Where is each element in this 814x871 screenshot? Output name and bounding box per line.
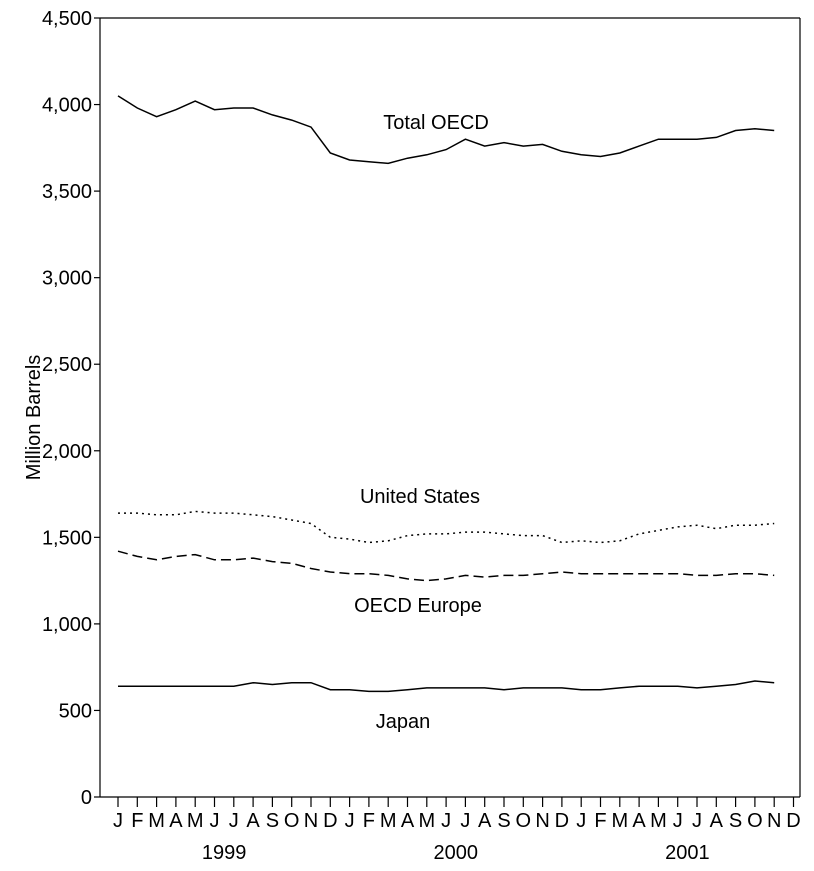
- month-tick-label: J: [229, 810, 239, 832]
- month-tick-label: J: [673, 810, 683, 832]
- month-tick-label: M: [148, 810, 165, 832]
- month-tick-label: J: [460, 810, 470, 832]
- y-tick-label: 2,000: [42, 441, 92, 463]
- month-tick-label: A: [478, 810, 492, 832]
- month-tick-label: O: [747, 810, 763, 832]
- month-tick-label: N: [304, 810, 318, 832]
- month-tick-label: D: [323, 810, 337, 832]
- series-line-japan: [118, 680, 775, 693]
- month-tick-label: F: [363, 810, 375, 832]
- series-line-oecd-europe: [117, 550, 775, 582]
- month-tick-label: M: [418, 810, 435, 832]
- month-tick-label: F: [594, 810, 606, 832]
- month-tick-label: S: [729, 810, 742, 832]
- month-tick-label: J: [113, 810, 123, 832]
- year-label: 2000: [434, 842, 479, 864]
- month-tick-label: S: [497, 810, 510, 832]
- y-tick-label: 1,000: [42, 614, 92, 636]
- month-tick-label: J: [210, 810, 220, 832]
- y-tick-label: 2,500: [42, 354, 92, 376]
- month-tick-label: J: [441, 810, 451, 832]
- series-label-japan: Japan: [376, 711, 431, 733]
- series-label-total-oecd: Total OECD: [383, 112, 489, 134]
- month-tick-label: M: [380, 810, 397, 832]
- year-label: 1999: [202, 842, 247, 864]
- y-tick-label: 3,500: [42, 181, 92, 203]
- series-labels: Total OECD United States OECD Europe Japan: [354, 112, 489, 733]
- series-line-united-states: [118, 510, 775, 544]
- y-tick-label: 1,500: [42, 527, 92, 549]
- month-tick-label: M: [187, 810, 204, 832]
- month-tick-label: A: [632, 810, 646, 832]
- year-label: 2001: [665, 842, 710, 864]
- month-tick-label: N: [767, 810, 781, 832]
- y-tick-label: 4,500: [42, 8, 92, 30]
- month-tick-label: A: [246, 810, 260, 832]
- y-tick-label: 0: [81, 787, 92, 809]
- y-tick-label: 4,000: [42, 95, 92, 117]
- month-tick-label: N: [535, 810, 549, 832]
- y-tick-label: 500: [59, 700, 92, 722]
- y-tick-label: 3,000: [42, 268, 92, 290]
- month-tick-label: M: [650, 810, 667, 832]
- series-line-total-oecd: [117, 95, 775, 165]
- series-label-oecd-europe: OECD Europe: [354, 595, 482, 617]
- chart-axes: 0 500 1,000 1,500 2,000 2,500 3,000 3,500 4,000 4…: [23, 8, 801, 864]
- month-tick-label: O: [284, 810, 300, 832]
- month-tick-label: A: [710, 810, 724, 832]
- month-tick-label: O: [516, 810, 532, 832]
- month-tick-label: J: [576, 810, 586, 832]
- month-tick-label: A: [169, 810, 183, 832]
- month-tick-label: F: [131, 810, 143, 832]
- month-tick-label: J: [345, 810, 355, 832]
- month-tick-label: A: [401, 810, 415, 832]
- series-layer: [117, 95, 775, 693]
- month-tick-label: J: [692, 810, 702, 832]
- series-label-united-states: United States: [360, 486, 480, 508]
- y-axis-title: Million Barrels: [23, 355, 45, 481]
- month-tick-label: S: [266, 810, 279, 832]
- month-tick-label: D: [786, 810, 800, 832]
- month-tick-label: M: [611, 810, 628, 832]
- month-tick-label: D: [555, 810, 569, 832]
